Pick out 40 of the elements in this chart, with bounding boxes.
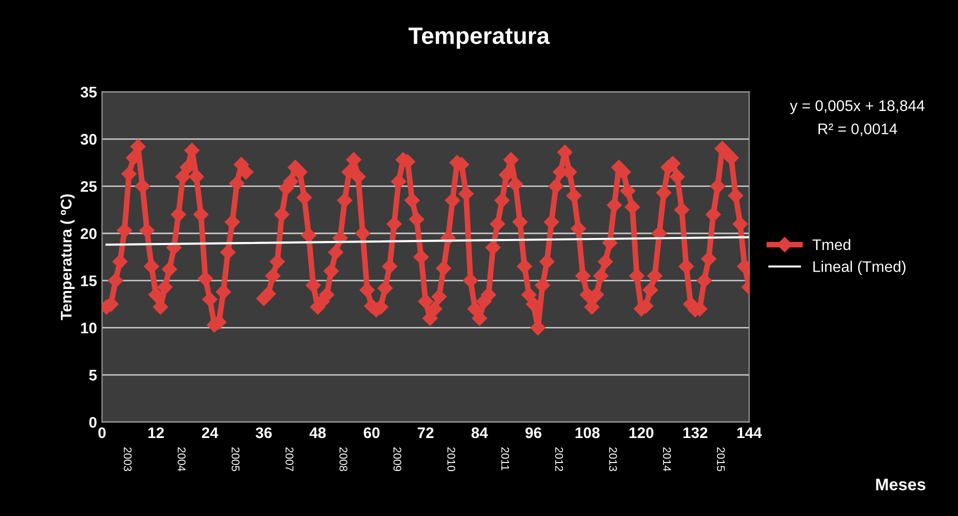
- y-tick-label: 10: [81, 322, 97, 334]
- text: 2015: [716, 447, 725, 472]
- text: 2005: [232, 447, 240, 472]
- x-tick-label: 132: [683, 427, 708, 438]
- text: 2011: [501, 447, 510, 470]
- legend-label: Tmed: [812, 238, 850, 250]
- y-tick-label: 35: [80, 86, 97, 98]
- text: 2007: [286, 447, 294, 472]
- chart-title: Temperatura: [408, 28, 550, 49]
- y-tick-label: 30: [80, 134, 97, 145]
- x-tick-label: 60: [364, 427, 380, 438]
- y-tick-label: 5: [89, 370, 97, 381]
- text: 2010: [447, 447, 456, 472]
- x-tick-label: 48: [309, 427, 326, 438]
- x-tick-label: 36: [256, 427, 272, 438]
- x-tick-label: 0: [98, 427, 106, 438]
- x-tick-label: 72: [418, 427, 434, 438]
- x-tick-label: 24: [202, 427, 218, 438]
- text: 2004: [178, 447, 186, 472]
- text: 2012: [555, 447, 564, 472]
- y-tick-label: 25: [80, 181, 97, 192]
- text: Meses: [876, 478, 926, 490]
- text: y = 0,005x + 18,844: [790, 100, 924, 114]
- x-tick-label: 84: [472, 427, 488, 438]
- x-tick-label: 108: [576, 427, 600, 438]
- text: 2014: [663, 447, 671, 472]
- x-tick-label: 144: [737, 428, 762, 438]
- x-tick-label: 120: [630, 427, 654, 438]
- legend-label: Lineal (Tmed): [813, 260, 906, 276]
- text: 2013: [609, 447, 617, 472]
- text: R² = 0,0014: [818, 123, 898, 136]
- y-tick-label: 20: [80, 228, 97, 240]
- y-axis-title: Temperatura ( ºC): [60, 194, 75, 320]
- x-tick-label: 12: [148, 427, 164, 438]
- x-tick-label: 96: [525, 427, 542, 438]
- text: 2009: [393, 447, 402, 472]
- text: 2008: [339, 447, 348, 472]
- y-tick-label: 0: [89, 416, 97, 428]
- text: 2003: [124, 447, 132, 472]
- y-tick-label: 15: [81, 276, 97, 286]
